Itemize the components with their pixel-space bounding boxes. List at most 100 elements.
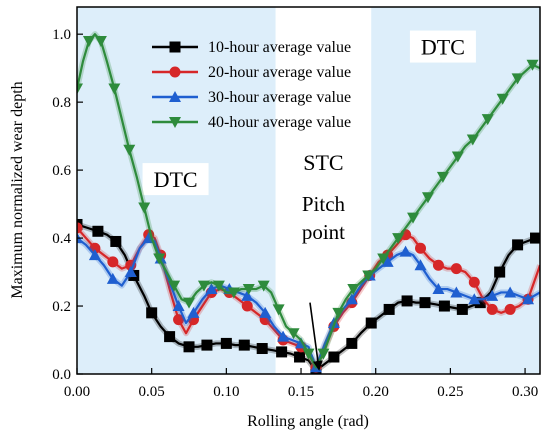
- data-point: [183, 297, 196, 309]
- annotation-text-0: point: [302, 220, 345, 244]
- series-layer: [77, 31, 540, 374]
- data-point: [451, 151, 464, 163]
- data-point: [302, 348, 315, 360]
- data-point: [94, 35, 107, 47]
- legend: 10-hour average value 20-hour average val…: [152, 39, 351, 131]
- data-point: [522, 293, 535, 305]
- region-label-1: STC: [303, 150, 343, 175]
- data-point: [197, 280, 210, 292]
- data-point: [183, 341, 195, 353]
- data-point: [287, 328, 300, 340]
- data-point: [172, 300, 185, 312]
- data-point: [328, 351, 340, 363]
- data-point: [153, 253, 166, 265]
- data-point: [212, 280, 225, 292]
- data-point: [277, 330, 290, 342]
- x-axis-label: Rolling angle (rad): [247, 413, 369, 430]
- data-point: [347, 284, 360, 296]
- data-point: [106, 272, 119, 284]
- legend-item-3: 30-hour average value: [152, 89, 351, 106]
- y-axis: 0.0 0.2 0.4 0.6 0.8 1.0: [52, 27, 83, 383]
- y-tick-label: 0.8: [52, 95, 71, 111]
- data-point: [466, 134, 479, 146]
- data-point: [436, 171, 449, 183]
- x-tick-label: 0.30: [512, 384, 538, 400]
- data-point: [205, 283, 218, 295]
- region-labels: DTC STC DTC: [142, 30, 476, 196]
- series-line: [77, 33, 540, 369]
- data-point: [401, 295, 413, 307]
- data-point: [77, 222, 83, 234]
- data-point: [123, 144, 136, 156]
- data-point: [419, 297, 431, 309]
- data-point: [242, 284, 255, 296]
- region-label-bg-0: [142, 163, 209, 196]
- data-point: [494, 266, 506, 278]
- data-point: [456, 303, 468, 315]
- data-point: [276, 346, 288, 358]
- data-point: [317, 348, 330, 360]
- data-point: [241, 300, 253, 312]
- data-point: [82, 35, 95, 47]
- data-point: [399, 245, 412, 257]
- data-point: [346, 337, 358, 349]
- legend-marker: [169, 91, 181, 102]
- data-point: [259, 306, 272, 318]
- y-tick-label: 0.6: [52, 163, 71, 179]
- data-point: [504, 303, 516, 315]
- data-point: [381, 255, 394, 267]
- data-point: [168, 280, 181, 292]
- data-point: [77, 232, 83, 244]
- data-point: [383, 303, 395, 315]
- data-point: [504, 286, 517, 298]
- data-point: [432, 283, 445, 295]
- data-point: [272, 304, 285, 316]
- data-point: [450, 263, 462, 275]
- legend-label: 30-hour average value: [208, 89, 351, 106]
- data-point: [107, 256, 119, 268]
- data-point: [88, 249, 101, 261]
- data-point: [256, 343, 268, 355]
- data-point: [187, 306, 200, 318]
- data-point: [438, 300, 450, 312]
- data-point: [415, 242, 427, 254]
- region-label-2: DTC: [421, 35, 465, 60]
- data-point: [345, 293, 358, 305]
- data-point: [377, 253, 390, 265]
- plot-frame: [76, 6, 541, 375]
- data-point: [414, 259, 427, 271]
- data-point: [146, 307, 158, 319]
- legend-item-2: 20-hour average value: [152, 64, 351, 81]
- series-4: [77, 31, 540, 371]
- data-point: [486, 289, 499, 301]
- data-point: [526, 59, 539, 71]
- x-axis: 0.00 0.05 0.10 0.15 0.20 0.25 0.30: [64, 368, 538, 400]
- data-point: [365, 317, 377, 329]
- y-axis-label: Maximum normalized wear depth: [9, 81, 26, 298]
- data-point: [362, 270, 375, 282]
- data-point: [108, 83, 121, 95]
- data-point: [486, 303, 498, 315]
- data-point: [220, 337, 232, 349]
- data-point: [392, 233, 405, 245]
- data-point: [257, 280, 270, 292]
- data-point: [496, 93, 509, 105]
- y-tick-label: 0.2: [52, 299, 71, 315]
- data-point: [294, 351, 306, 363]
- region-label-0: DTC: [154, 167, 198, 192]
- data-point: [530, 232, 540, 244]
- data-point: [512, 239, 524, 251]
- data-point: [92, 225, 104, 237]
- x-tick-label: 0.20: [363, 384, 389, 400]
- data-point: [481, 114, 494, 126]
- data-point: [124, 266, 137, 278]
- data-point: [201, 339, 213, 351]
- data-point: [468, 293, 481, 305]
- data-point: [77, 83, 83, 95]
- data-point: [227, 287, 240, 299]
- y-tick-label: 0.4: [52, 231, 71, 247]
- data-point: [468, 276, 480, 288]
- data-point: [138, 202, 151, 214]
- data-point: [421, 192, 434, 204]
